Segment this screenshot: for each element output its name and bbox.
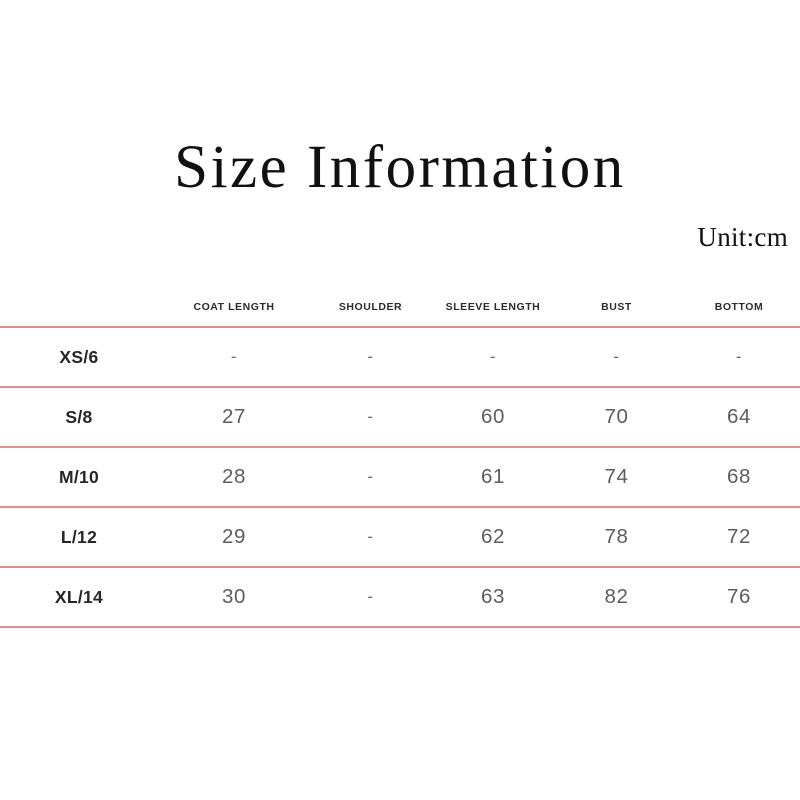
cell-coat-length: 30	[221, 585, 246, 608]
table-row: XL/14 30 - 63 82 76	[0, 567, 800, 627]
cell-sleeve-length: 63	[480, 585, 505, 608]
cell-bust: 74	[604, 465, 629, 488]
cell-bust: -	[613, 347, 620, 366]
unit-note: Unit:cm	[697, 222, 788, 252]
column-header-coat-length: COAT LENGTH	[193, 301, 275, 313]
table-body: XS/6 - - - - - S/8 27 - 60 70 64 M/10 28…	[0, 327, 800, 627]
cell-sleeve-length: 61	[480, 465, 505, 488]
cell-shoulder: -	[367, 347, 374, 366]
cell-size: XS/6	[59, 346, 99, 367]
cell-shoulder: -	[367, 467, 374, 486]
column-header-bust: BUST	[601, 301, 632, 313]
cell-bottom: 72	[726, 525, 751, 548]
table-row: M/10 28 - 61 74 68	[0, 447, 800, 507]
cell-bust: 82	[604, 585, 629, 608]
cell-size: S/8	[65, 406, 93, 427]
cell-sleeve-length: 62	[480, 525, 505, 548]
cell-sleeve-length: -	[489, 347, 497, 366]
column-header-shoulder: SHOULDER	[338, 301, 403, 313]
cell-coat-length: 29	[221, 525, 246, 548]
cell-bottom: 64	[726, 405, 751, 428]
cell-sleeve-length: 60	[480, 405, 505, 428]
cell-bust: 70	[604, 405, 629, 428]
cell-size: L/12	[60, 526, 98, 547]
cell-size: XL/14	[54, 586, 104, 607]
table-row: S/8 27 - 60 70 64	[0, 387, 800, 447]
table-row: L/12 29 - 62 78 72	[0, 507, 800, 567]
cell-shoulder: -	[367, 407, 374, 426]
cell-coat-length: -	[230, 347, 238, 366]
cell-shoulder: -	[367, 587, 374, 606]
cell-coat-length: 27	[221, 405, 246, 428]
table-header: COAT LENGTH SHOULDER SLEEVE LENGTH BUST …	[0, 288, 800, 327]
page-title: Size Information	[174, 134, 626, 201]
column-header-bottom: BOTTOM	[714, 301, 764, 313]
cell-shoulder: -	[367, 527, 374, 546]
cell-bottom: -	[735, 347, 743, 366]
table-row: XS/6 - - - - -	[0, 327, 800, 387]
table-header-row: COAT LENGTH SHOULDER SLEEVE LENGTH BUST …	[0, 288, 800, 327]
size-chart-table: COAT LENGTH SHOULDER SLEEVE LENGTH BUST …	[0, 288, 800, 628]
cell-bust: 78	[604, 525, 629, 548]
column-header-size	[0, 288, 158, 327]
cell-size: M/10	[58, 466, 100, 487]
cell-coat-length: 28	[221, 465, 246, 488]
column-header-sleeve-length: SLEEVE LENGTH	[445, 301, 541, 313]
cell-bottom: 76	[726, 585, 751, 608]
cell-bottom: 68	[726, 465, 751, 488]
